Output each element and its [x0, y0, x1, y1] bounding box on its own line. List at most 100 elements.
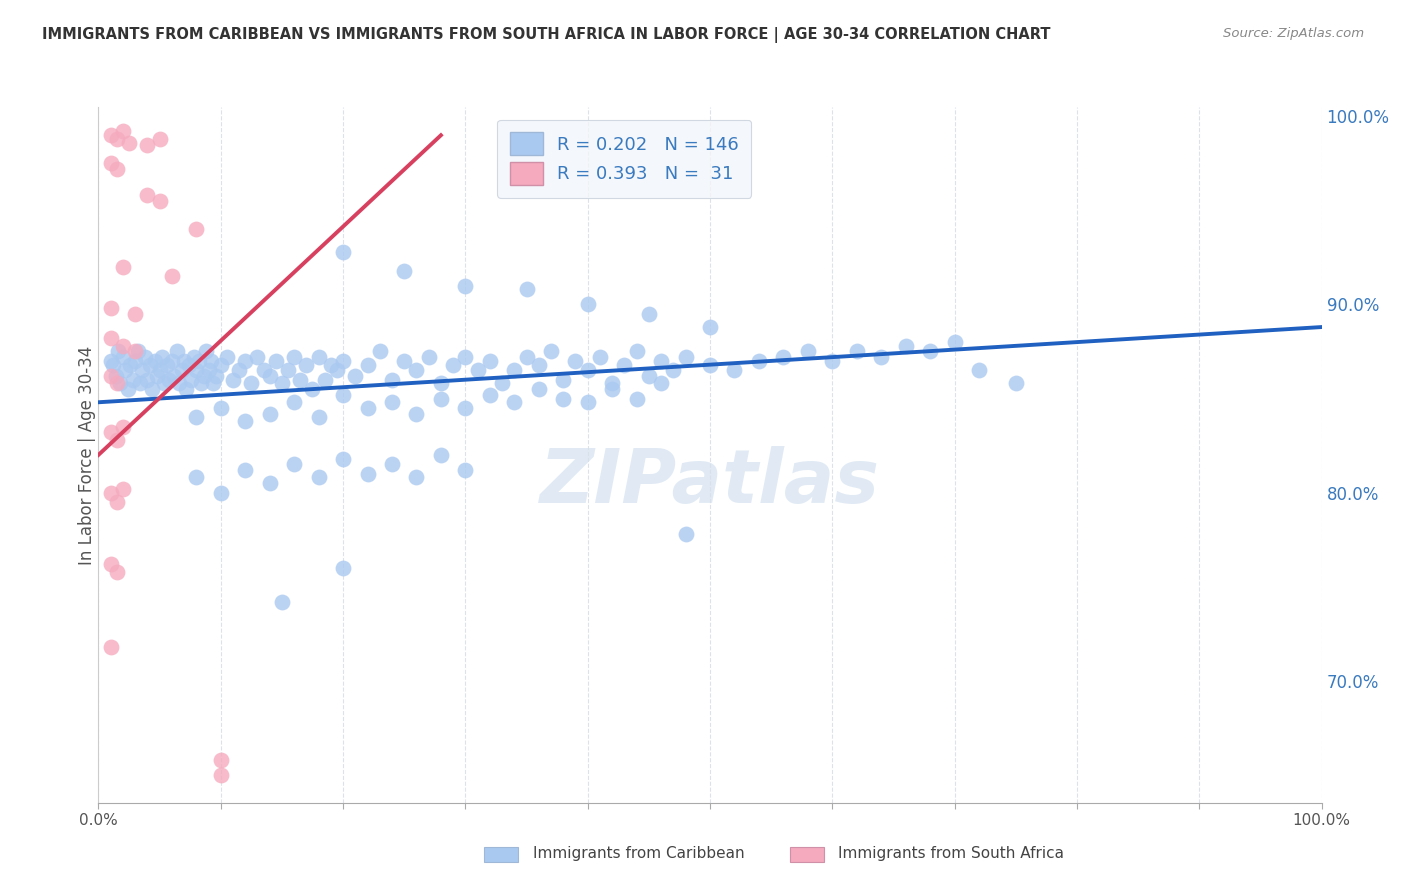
Point	[1004, 376, 1026, 391]
Point	[105, 495, 128, 509]
Bar	[484, 847, 517, 862]
Point	[100, 301, 122, 316]
Point	[613, 358, 636, 372]
Point	[187, 354, 209, 368]
Point	[197, 363, 219, 377]
Point	[368, 344, 391, 359]
Point	[100, 485, 122, 500]
Text: IMMIGRANTS FROM CARIBBEAN VS IMMIGRANTS FROM SOUTH AFRICA IN LABOR FORCE | AGE 3: IMMIGRANTS FROM CARIBBEAN VS IMMIGRANTS …	[42, 27, 1050, 43]
Point	[264, 354, 287, 368]
Point	[156, 358, 179, 372]
Point	[356, 467, 378, 481]
Point	[186, 222, 208, 236]
Point	[675, 527, 697, 541]
Point	[553, 392, 575, 406]
Point	[117, 382, 139, 396]
Point	[186, 410, 208, 425]
Point	[129, 376, 152, 391]
Point	[454, 278, 477, 293]
Point	[301, 382, 323, 396]
Point	[259, 407, 281, 421]
Point	[662, 363, 685, 377]
Point	[173, 354, 195, 368]
Point	[344, 368, 367, 383]
Point	[308, 470, 330, 484]
Point	[124, 354, 146, 368]
Point	[193, 368, 215, 383]
Point	[150, 350, 173, 364]
Point	[650, 354, 672, 368]
Point	[105, 132, 128, 146]
Point	[381, 395, 404, 409]
Point	[454, 401, 477, 415]
Point	[139, 358, 162, 372]
Point	[308, 350, 330, 364]
Point	[209, 767, 232, 781]
Point	[699, 358, 721, 372]
Point	[270, 376, 294, 391]
Point	[134, 350, 156, 364]
Point	[392, 354, 416, 368]
Point	[215, 350, 238, 364]
Point	[332, 388, 354, 402]
Point	[283, 458, 305, 472]
Point	[314, 373, 336, 387]
Point	[114, 363, 136, 377]
Point	[105, 565, 128, 579]
Point	[183, 350, 205, 364]
Point	[638, 368, 661, 383]
Text: Source: ZipAtlas.com: Source: ZipAtlas.com	[1223, 27, 1364, 40]
Point	[356, 401, 378, 415]
Point	[100, 156, 122, 170]
Point	[270, 594, 294, 608]
Point	[186, 363, 208, 377]
Point	[131, 363, 153, 377]
Point	[894, 339, 917, 353]
Point	[430, 392, 453, 406]
Point	[319, 358, 342, 372]
Point	[100, 425, 122, 440]
Point	[111, 419, 134, 434]
Point	[104, 368, 127, 383]
Point	[101, 358, 124, 372]
Point	[222, 373, 245, 387]
Point	[454, 350, 477, 364]
Point	[277, 363, 299, 377]
Point	[821, 354, 844, 368]
Point	[699, 320, 721, 334]
Point	[564, 354, 586, 368]
Point	[405, 470, 427, 484]
Point	[332, 354, 354, 368]
Point	[467, 363, 489, 377]
Point	[153, 376, 176, 391]
Point	[177, 358, 200, 372]
Point	[283, 395, 305, 409]
Point	[157, 373, 180, 387]
Point	[105, 162, 128, 177]
Point	[430, 448, 453, 462]
Point	[650, 376, 672, 391]
Point	[638, 307, 661, 321]
Point	[478, 354, 501, 368]
Point	[111, 260, 134, 274]
Point	[170, 363, 193, 377]
Point	[405, 407, 427, 421]
Legend: R = 0.202   N = 146, R = 0.393   N =  31: R = 0.202 N = 146, R = 0.393 N = 31	[498, 120, 751, 197]
Point	[540, 344, 562, 359]
Point	[209, 485, 232, 500]
Point	[626, 344, 648, 359]
Point	[100, 640, 122, 654]
Point	[149, 363, 172, 377]
Point	[553, 373, 575, 387]
Point	[209, 401, 232, 415]
Point	[441, 358, 464, 372]
Point	[160, 269, 183, 284]
Point	[308, 410, 330, 425]
Point	[160, 354, 183, 368]
Point	[589, 350, 612, 364]
Point	[121, 373, 143, 387]
Point	[202, 376, 225, 391]
Point	[600, 382, 623, 396]
Point	[527, 382, 550, 396]
Point	[141, 382, 163, 396]
